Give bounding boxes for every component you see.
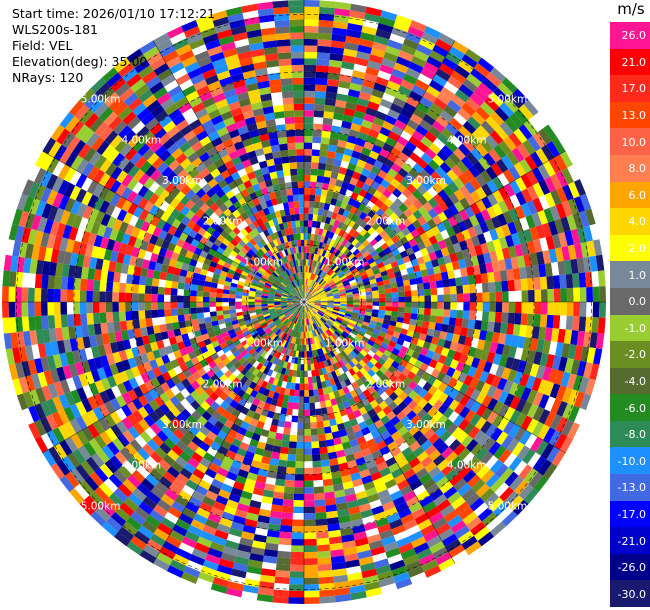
colorbar-tick-label: 1.0 (628, 268, 647, 282)
colorbar-tick-label: 13.0 (621, 109, 647, 123)
colorbar-tick-label: 26.0 (621, 29, 647, 43)
start-time-label: Start time: 2026/01/10 17:12:21 (12, 6, 216, 21)
colorbar-tick-label: -30.0 (617, 587, 646, 601)
colorbar-unit: m/s (617, 0, 645, 18)
azimuth-line (152, 301, 305, 564)
colorbar-bin (610, 527, 650, 555)
colorbar-bin (610, 208, 650, 236)
colorbar-bin (610, 580, 650, 608)
colorbar-tick-label: 2.0 (628, 242, 647, 256)
range-ring-label: 4.00km (121, 460, 161, 472)
colorbar-bin (610, 341, 650, 369)
colorbar-tick-label: -4.0 (624, 374, 646, 388)
colorbar-tick-label: -8.0 (624, 428, 646, 442)
azimuth-line (152, 40, 305, 303)
range-ring-label: 3.00km (406, 175, 446, 187)
colorbar-tick-label: 6.0 (628, 188, 647, 202)
colorbar-tick-label: 4.0 (628, 215, 647, 229)
colorbar-bin (610, 154, 650, 183)
colorbar-tick-label: 21.0 (621, 55, 647, 69)
azimuth-line (303, 40, 456, 303)
range-ring-label: 5.00km (488, 500, 528, 512)
range-ring-label: 4.00km (447, 134, 487, 146)
colorbar-tick-label: -10.0 (617, 454, 646, 468)
colorbar-bin (610, 48, 650, 76)
colorbar-bin (610, 287, 650, 315)
range-ring-label: 2.00km (366, 216, 406, 228)
range-ring-label: 3.00km (406, 419, 446, 431)
azimuth-line (303, 301, 566, 454)
range-ring-label: 2.00km (203, 216, 243, 228)
range-ring-label: 2.00km (203, 378, 243, 390)
colorbar-bin (610, 101, 650, 129)
nrays-label: NRays: 120 (12, 70, 84, 85)
range-ring-label: 1.00km (243, 256, 283, 268)
colorbar-bin (610, 474, 650, 502)
colorbar-tick-label: 0.0 (628, 295, 647, 309)
range-ring-label: 1.00km (325, 256, 365, 268)
colorbar-tick-label: -6.0 (624, 401, 646, 415)
colorbar-bin (610, 128, 650, 156)
instrument-label: WLS200s-181 (12, 22, 98, 37)
colorbar-bin (610, 22, 650, 50)
range-ring-label: 4.00km (121, 134, 161, 146)
colorbar-bin (610, 447, 650, 475)
range-rings (2, 0, 606, 604)
elevation-label: Elevation(deg): 35.00 (12, 54, 148, 69)
range-ring-label: 3.00km (162, 175, 202, 187)
range-ring-label: 5.00km (488, 94, 528, 106)
range-ring-label: 5.00km (81, 94, 121, 106)
colorbar-tick-label: -13.0 (617, 481, 646, 495)
range-ring-label: 5.00km (81, 500, 121, 512)
range-ring-label: 3.00km (162, 419, 202, 431)
ppi-scan-plot: 1.00km 1.00km 1.00km 1.00km 2.00km 2.00km 2.00… (2, 0, 606, 604)
colorbar-bin (610, 553, 650, 581)
colorbar: 26.0 21.0 17.0 13.0 10.0 8.0 6.0 4.0 2.0 1.0 0.0 -1… (610, 22, 650, 608)
azimuth-line (303, 150, 566, 303)
azimuth-line (42, 150, 305, 303)
range-labels: 1.00km 1.00km 1.00km 1.00km 2.00km 2.00km 2.00… (81, 94, 528, 513)
azimuth-line (42, 301, 305, 454)
colorbar-bin (610, 75, 650, 103)
range-ring-label: 1.00km (325, 338, 365, 350)
colorbar-bin (610, 394, 650, 422)
colorbar-tick-label: 17.0 (621, 82, 647, 96)
colorbar-bin (610, 420, 650, 448)
colorbar-bin (610, 181, 650, 209)
colorbar-bin (610, 234, 650, 262)
range-ring-label: 4.00km (447, 460, 487, 472)
colorbar-bin (610, 500, 650, 528)
field-label: Field: VEL (12, 38, 73, 53)
colorbar-tick-label: -26.0 (617, 561, 646, 575)
colorbar-tick-label: 8.0 (628, 162, 647, 176)
azimuth-line (303, 301, 456, 564)
colorbar-bin (610, 261, 650, 289)
range-ring-label: 2.00km (366, 378, 406, 390)
colorbar-bin (610, 314, 650, 342)
colorbar-tick-label: -1.0 (624, 321, 646, 335)
colorbar-bin (610, 367, 650, 395)
colorbar-tick-label: -21.0 (617, 534, 646, 548)
colorbar-tick-label: -17.0 (617, 507, 646, 521)
colorbar-tick-label: 10.0 (621, 135, 647, 149)
colorbar-tick-label: -2.0 (624, 348, 646, 362)
range-ring-label: 1.00km (243, 338, 283, 350)
